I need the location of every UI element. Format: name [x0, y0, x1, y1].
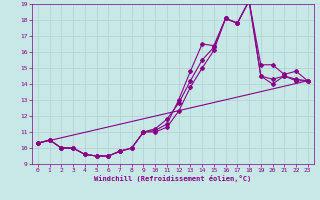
X-axis label: Windchill (Refroidissement éolien,°C): Windchill (Refroidissement éolien,°C)	[94, 175, 252, 182]
